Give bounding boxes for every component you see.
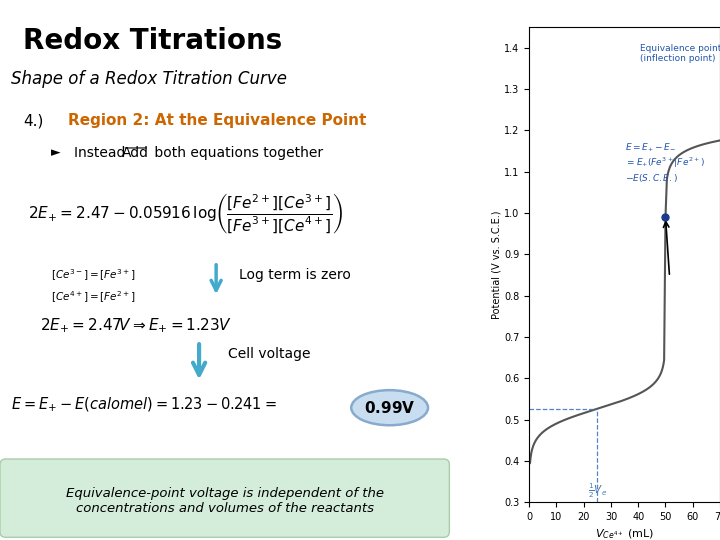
Text: $2E_{+} = 2.47 - 0.05916\,\log\!\left(\dfrac{[Fe^{2+}][Ce^{3+}]}{[Fe^{3+}][Ce^{4: $2E_{+} = 2.47 - 0.05916\,\log\!\left(\d… xyxy=(29,192,343,236)
Text: Equivalence-point voltage is independent of the
concentrations and volumes of th: Equivalence-point voltage is independent… xyxy=(66,487,384,515)
Text: $E = E_{+} - E(calomel) = 1.23 - 0.241 = $: $E = E_{+} - E(calomel) = 1.23 - 0.241 =… xyxy=(12,395,277,414)
Text: $\frac{1}{2}V_e$: $\frac{1}{2}V_e$ xyxy=(588,482,607,500)
X-axis label: $V_{Ce^{4+}}$ (mL): $V_{Ce^{4+}}$ (mL) xyxy=(595,528,654,540)
Text: Shape of a Redox Titration Curve: Shape of a Redox Titration Curve xyxy=(12,70,287,88)
Text: Equivalence point
(inflection point): Equivalence point (inflection point) xyxy=(640,44,720,63)
Text: $E = E_{+} - E_{-}$
$= E_{+}(Fe^{3+}|Fe^{2+})$
$- E(S.C.E.)$: $E = E_{+} - E_{-}$ $= E_{+}(Fe^{3+}|Fe^… xyxy=(625,141,704,184)
Text: Log term is zero: Log term is zero xyxy=(239,268,351,282)
Text: Region 2: At the Equivalence Point: Region 2: At the Equivalence Point xyxy=(68,113,366,129)
Text: Instead: Instead xyxy=(74,146,130,160)
Text: Cell voltage: Cell voltage xyxy=(228,347,310,361)
Ellipse shape xyxy=(351,390,428,426)
Text: Redox Titrations: Redox Titrations xyxy=(23,27,282,55)
Text: both equations together: both equations together xyxy=(150,146,323,160)
Text: $[Ce^{4+}]=[Fe^{2+}]$: $[Ce^{4+}]=[Fe^{2+}]$ xyxy=(51,289,136,305)
Text: Add: Add xyxy=(122,146,149,160)
Text: $\mathbf{0.99V}$: $\mathbf{0.99V}$ xyxy=(364,400,415,416)
FancyBboxPatch shape xyxy=(0,459,449,537)
Text: $2E_{+} = 2.47V \Rightarrow E_{+} = 1.23V$: $2E_{+} = 2.47V \Rightarrow E_{+} = 1.23… xyxy=(40,316,232,335)
Text: 4.): 4.) xyxy=(23,113,43,129)
Y-axis label: Potential (V vs. S.C.E.): Potential (V vs. S.C.E.) xyxy=(491,211,501,319)
Text: $[Ce^{3-}]=[Fe^{3+}]$: $[Ce^{3-}]=[Fe^{3+}]$ xyxy=(51,267,136,283)
Text: ►: ► xyxy=(51,146,60,159)
